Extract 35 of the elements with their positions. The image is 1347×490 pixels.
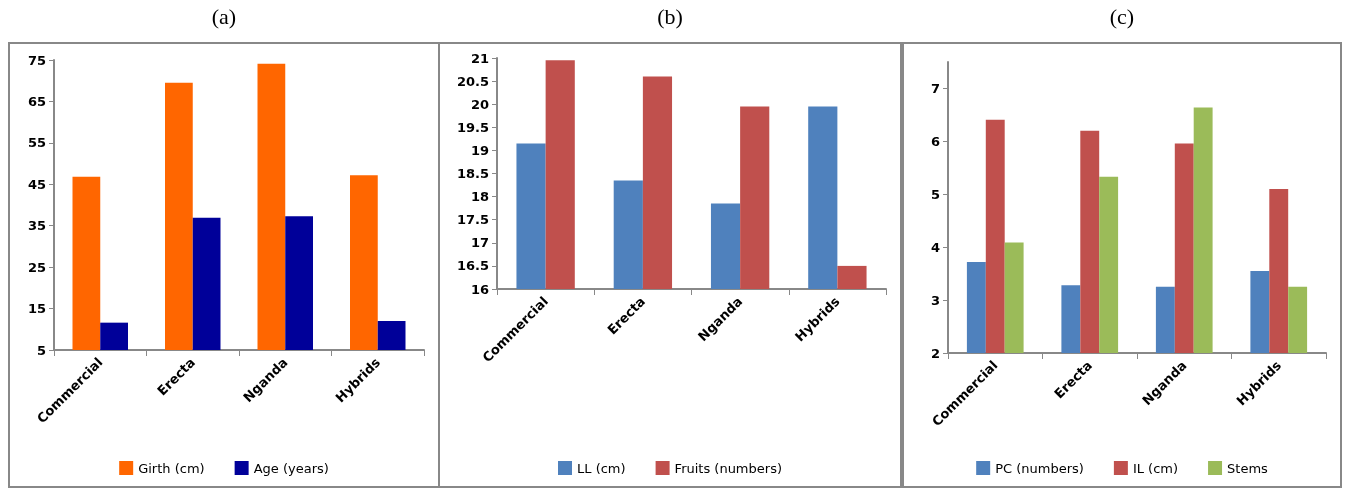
y-tick-label: 7	[930, 80, 940, 96]
y-tick-label: 15	[27, 301, 46, 317]
y-tick-label: 20	[470, 96, 489, 112]
y-tick-label: 25	[27, 259, 46, 275]
legend-label: Stems	[1227, 460, 1269, 476]
y-tick-label: 5	[930, 186, 940, 202]
legend-label: PC (numbers)	[995, 460, 1084, 476]
y-tick-label: 55	[27, 135, 46, 151]
y-tick-label: 16.5	[456, 258, 489, 274]
legend-label: Fruits (numbers)	[674, 460, 782, 476]
y-tick-label: 19.5	[456, 119, 489, 135]
legend-label: Girth (cm)	[138, 460, 205, 476]
y-tick-label: 65	[27, 93, 46, 109]
y-tick-label: 5	[36, 342, 46, 358]
y-tick-label: 75	[27, 52, 46, 68]
y-tick-label: 18.5	[456, 166, 489, 181]
chart-title: (b)	[656, 4, 684, 30]
chart-title: (c)	[1108, 4, 1136, 30]
y-tick-label: 21	[470, 50, 489, 66]
y-tick-label: 18	[470, 189, 489, 205]
y-tick-label: 19	[470, 142, 489, 158]
chart-title: (a)	[210, 4, 238, 30]
legend-label: Age (years)	[253, 460, 329, 476]
y-tick-label: 4	[930, 239, 940, 255]
y-tick-label: 2	[930, 345, 940, 361]
y-tick-label: 20.5	[456, 73, 489, 89]
y-tick-label: 17.5	[456, 212, 489, 228]
y-tick-label: 3	[930, 292, 940, 308]
y-tick-label: 45	[27, 176, 46, 192]
y-tick-label: 6	[930, 133, 940, 149]
y-tick-label: 17	[470, 235, 489, 251]
y-tick-label: 35	[27, 218, 46, 234]
legend-label: LL (cm)	[577, 460, 626, 476]
legend-label: IL (cm)	[1132, 460, 1179, 476]
y-tick-label: 16	[470, 281, 489, 297]
